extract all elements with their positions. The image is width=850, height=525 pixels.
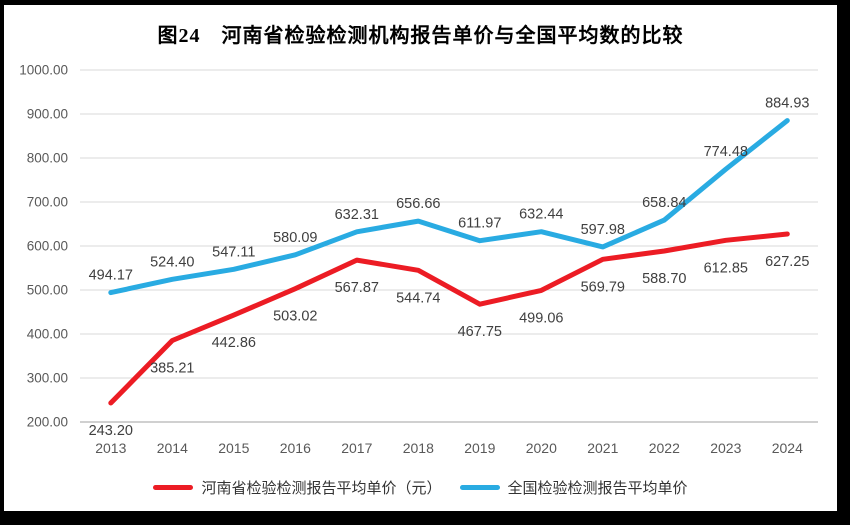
y-tick-label: 900.00: [27, 107, 68, 122]
data-label: 442.86: [212, 335, 256, 351]
data-label: 632.31: [335, 207, 379, 223]
series-line-0: [108, 231, 790, 406]
x-tick-label: 2019: [464, 440, 495, 456]
line-chart-plot: 200.00 300.00 400.00 500.00 600.00 700.00 800.…: [19, 63, 818, 456]
data-label: 627.25: [765, 254, 809, 270]
x-tick-label: 2018: [403, 440, 434, 456]
chart-title: 图24 河南省检验检测机构报告单价与全国平均数的比较: [157, 25, 684, 47]
data-label: 544.74: [396, 290, 440, 306]
y-tick-label: 1000.00: [19, 63, 68, 78]
x-tick-label: 2023: [710, 440, 741, 456]
data-label: 612.85: [704, 260, 748, 276]
data-label: 385.21: [150, 361, 194, 377]
data-label: 494.17: [89, 268, 133, 284]
legend-item-national: 全国检验检测报告平均单价: [459, 477, 688, 498]
legend-label-henan: 河南省检验检测报告平均单价（元）: [201, 479, 442, 497]
chart-legend: 河南省检验检测报告平均单价（元） 全国检验检测报告平均单价: [4, 475, 837, 499]
data-label: 499.06: [519, 310, 563, 326]
data-label: 597.98: [581, 222, 625, 238]
data-label: 503.02: [273, 309, 317, 325]
data-label: 524.40: [150, 254, 194, 270]
y-tick-label: 700.00: [27, 195, 68, 210]
data-label: 580.09: [273, 230, 317, 246]
x-tick-label: 2013: [95, 440, 126, 456]
x-tick-label: 2021: [587, 440, 618, 456]
national-series-swatch-icon: [459, 484, 500, 490]
x-tick-label: 2016: [280, 440, 311, 456]
y-tick-label: 300.00: [27, 371, 68, 386]
henan-series-swatch-icon: [153, 484, 194, 490]
data-label: 567.87: [335, 280, 379, 296]
data-label: 774.48: [704, 144, 748, 160]
legend-item-henan: 河南省检验检测报告平均单价（元）: [153, 477, 442, 498]
data-label: 884.93: [765, 96, 809, 112]
data-label: 658.84: [642, 195, 686, 211]
x-tick-label: 2022: [649, 440, 680, 456]
data-label: 243.20: [89, 423, 133, 439]
data-label: 632.44: [519, 207, 563, 223]
y-tick-label: 200.00: [27, 415, 68, 430]
x-tick-label: 2024: [772, 440, 803, 456]
data-label: 569.79: [581, 279, 625, 295]
x-tick-label: 2017: [341, 440, 372, 456]
data-label: 656.66: [396, 196, 440, 212]
x-tick-label: 2020: [526, 440, 557, 456]
legend-label-national: 全国检验检测报告平均单价: [507, 479, 688, 497]
x-tick-label: 2015: [218, 440, 249, 456]
y-tick-label: 800.00: [27, 151, 68, 166]
data-label: 588.70: [642, 271, 686, 287]
y-tick-label: 600.00: [27, 239, 68, 254]
y-tick-label: 400.00: [27, 327, 68, 342]
data-label: 611.97: [458, 216, 501, 232]
x-tick-label: 2014: [157, 440, 188, 456]
data-label: 467.75: [458, 324, 502, 340]
series-line-1: [108, 118, 790, 296]
y-tick-label: 500.00: [27, 283, 68, 298]
data-label: 547.11: [212, 244, 255, 260]
